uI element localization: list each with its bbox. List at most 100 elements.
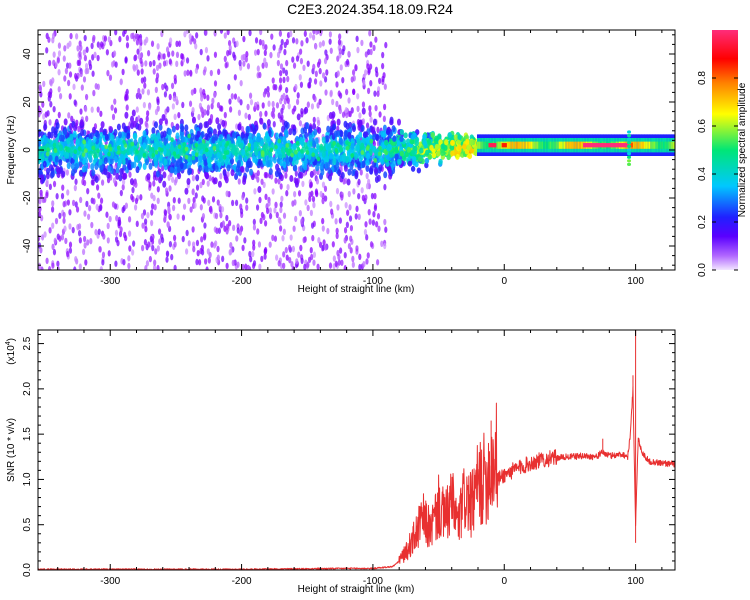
heatmap-cell bbox=[203, 232, 207, 239]
heatmap-cell bbox=[334, 218, 338, 225]
heatmap-cell bbox=[247, 265, 251, 270]
heatmap-cell bbox=[91, 54, 95, 61]
heatmap-cell bbox=[230, 169, 235, 177]
heatmap-cell bbox=[209, 205, 213, 212]
heatmap-cell bbox=[72, 83, 76, 91]
heatmap-cell bbox=[280, 38, 284, 46]
heatmap-cell bbox=[366, 252, 370, 259]
heatmap-cell bbox=[282, 228, 286, 236]
colorbar: 0.0 0.2 0.4 0.6 0.8 Normalized spectral ampl… bbox=[697, 30, 748, 277]
heatmap-cell bbox=[49, 101, 53, 108]
heatmap-cell bbox=[278, 142, 283, 150]
heatmap-cell bbox=[312, 30, 316, 35]
heatmap-cell bbox=[138, 37, 143, 44]
heatmap-cell bbox=[285, 86, 289, 94]
spectrogram-heatmap bbox=[38, 30, 675, 270]
heatmap-cell bbox=[338, 33, 342, 40]
heatmap-cell bbox=[144, 225, 148, 233]
heatmap-cell bbox=[236, 160, 241, 168]
heatmap-cell bbox=[199, 247, 203, 255]
heatmap-cell bbox=[57, 111, 61, 119]
heatmap-cell bbox=[135, 166, 140, 174]
heatmap-cell bbox=[110, 104, 114, 111]
heatmap-cell bbox=[569, 141, 573, 149]
heatmap-cell bbox=[177, 172, 182, 180]
heatmap-cell bbox=[336, 204, 340, 211]
heatmap-cell bbox=[385, 153, 390, 160]
heatmap-cell bbox=[345, 221, 349, 229]
heatmap-cell bbox=[66, 189, 70, 196]
heatmap-cell bbox=[103, 35, 108, 42]
heatmap-cell bbox=[57, 50, 62, 57]
heatmap-cell bbox=[65, 62, 70, 69]
heatmap-cell bbox=[336, 249, 340, 257]
heatmap-cell bbox=[357, 192, 361, 200]
heatmap-cell bbox=[184, 154, 189, 160]
spectrogram-y-label: Frequency (Hz) bbox=[6, 116, 17, 185]
heatmap-cell bbox=[42, 160, 47, 168]
heatmap-cell bbox=[551, 141, 554, 149]
heatmap-cell bbox=[228, 44, 232, 52]
heatmap-cell bbox=[225, 262, 229, 270]
heatmap-cell bbox=[260, 178, 264, 185]
heatmap-cell bbox=[136, 48, 140, 55]
heatmap-cell bbox=[166, 221, 170, 228]
heatmap-cell bbox=[179, 162, 184, 170]
heatmap-cell bbox=[226, 133, 231, 141]
heatmap-cell bbox=[168, 58, 172, 65]
heatmap-cell bbox=[368, 218, 372, 225]
heatmap-cell bbox=[133, 138, 138, 146]
heatmap-cell bbox=[42, 113, 46, 120]
heatmap-cell bbox=[42, 80, 46, 88]
heatmap-cell bbox=[63, 75, 67, 82]
heatmap-cell bbox=[340, 171, 345, 179]
heatmap-cell bbox=[322, 239, 326, 246]
heatmap-cell bbox=[328, 38, 332, 45]
heatmap-cell bbox=[469, 134, 474, 141]
heatmap-cell bbox=[256, 228, 260, 235]
heatmap-cell bbox=[264, 142, 269, 150]
heatmap-cell bbox=[573, 141, 576, 149]
heatmap-cell bbox=[253, 141, 258, 149]
heatmap-cell bbox=[436, 150, 442, 157]
heatmap-cell bbox=[315, 178, 320, 185]
heatmap-cell bbox=[145, 115, 149, 122]
heatmap-cell bbox=[414, 161, 419, 168]
heatmap-cell bbox=[38, 130, 41, 138]
heatmap-cell bbox=[271, 100, 275, 108]
heatmap-cell bbox=[78, 263, 82, 270]
heatmap-cell bbox=[240, 125, 245, 133]
heatmap-cell bbox=[108, 74, 113, 81]
heatmap-cell bbox=[124, 157, 129, 165]
heatmap-cell bbox=[83, 148, 88, 154]
heatmap-cell bbox=[287, 103, 291, 110]
heatmap-cell bbox=[116, 150, 121, 155]
heatmap-cell bbox=[150, 209, 154, 216]
snr-multiplier-base: (x10 bbox=[6, 345, 17, 365]
heatmap-cell bbox=[38, 205, 42, 213]
heatmap-cell bbox=[293, 164, 298, 172]
heatmap-cell bbox=[218, 203, 222, 211]
heatmap-cell bbox=[308, 32, 313, 39]
heatmap-cell bbox=[203, 92, 207, 100]
heatmap-cell bbox=[466, 144, 471, 151]
heatmap-cell bbox=[312, 201, 316, 209]
heatmap-cell bbox=[48, 154, 53, 162]
heatmap-cell bbox=[119, 189, 123, 197]
heatmap-cell bbox=[354, 63, 358, 71]
heatmap-cell bbox=[297, 190, 302, 197]
heatmap-cell bbox=[538, 141, 542, 149]
heatmap-cell bbox=[327, 167, 332, 175]
heatmap-cell bbox=[118, 35, 122, 43]
heatmap-cell bbox=[47, 131, 52, 139]
heatmap-cell bbox=[150, 203, 155, 210]
heatmap-cell bbox=[216, 101, 221, 109]
heatmap-cell bbox=[138, 136, 143, 144]
heatmap-cell bbox=[422, 139, 427, 146]
heatmap-cell bbox=[209, 69, 213, 77]
heatmap-cell bbox=[48, 119, 52, 126]
heatmap-cell bbox=[259, 217, 263, 225]
heatmap-cell bbox=[173, 74, 177, 81]
colorbar-ticks: 0.0 0.2 0.4 0.6 0.8 bbox=[697, 71, 738, 277]
